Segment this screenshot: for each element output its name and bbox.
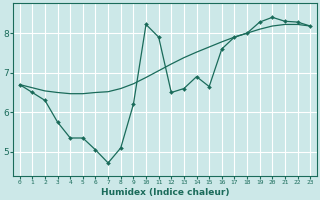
X-axis label: Humidex (Indice chaleur): Humidex (Indice chaleur) [101, 188, 229, 197]
